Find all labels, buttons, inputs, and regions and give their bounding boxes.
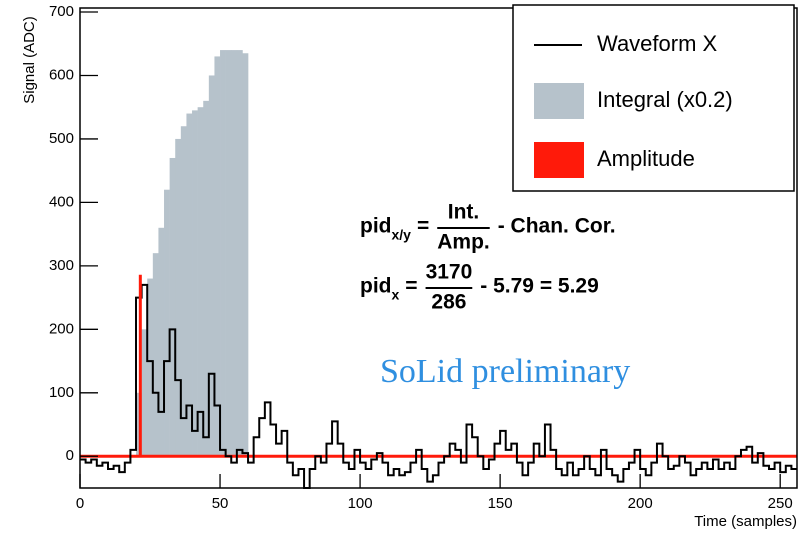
x-tick-label: 150 bbox=[488, 495, 513, 512]
legend-label: Integral (x0.2) bbox=[597, 87, 733, 112]
formula-den: 286 bbox=[431, 291, 466, 314]
integral-bar bbox=[225, 50, 232, 457]
integral-bar bbox=[242, 53, 249, 457]
integral-bar bbox=[203, 100, 210, 457]
integral-bar bbox=[197, 107, 204, 457]
x-axis-label: Time (samples) bbox=[694, 513, 797, 530]
waveform-line bbox=[80, 283, 797, 489]
formula-sub: x bbox=[392, 287, 400, 303]
y-tick-label: 0 bbox=[66, 447, 74, 464]
x-tick-label: 0 bbox=[76, 495, 84, 512]
integral-bar bbox=[180, 126, 187, 457]
x-tick-label: 50 bbox=[212, 495, 229, 512]
legend-swatch bbox=[534, 142, 584, 178]
integral-bar bbox=[208, 75, 215, 457]
formula-rest: - 5.79 = 5.29 bbox=[480, 275, 599, 298]
y-axis-label: Signal (ADC) bbox=[21, 16, 38, 104]
legend-swatch bbox=[534, 83, 584, 119]
x-tick-label: 100 bbox=[348, 495, 373, 512]
formula-num: Int. bbox=[448, 201, 480, 224]
formula-lhs: pid bbox=[360, 275, 392, 298]
integral-bar bbox=[147, 278, 154, 457]
formula-sub: x/y bbox=[392, 227, 412, 243]
formula-eq: = bbox=[405, 275, 417, 298]
integral-bar bbox=[236, 50, 243, 457]
y-tick-label: 100 bbox=[49, 384, 74, 401]
amplitude-bar bbox=[138, 274, 142, 457]
y-tick-label: 300 bbox=[49, 257, 74, 274]
y-tick-label: 400 bbox=[49, 193, 74, 210]
watermark: SoLid preliminary bbox=[380, 353, 630, 390]
integral-bar bbox=[175, 138, 182, 457]
formula-lhs: pid bbox=[360, 215, 392, 238]
integral-bar bbox=[186, 113, 193, 457]
x-tick-label: 200 bbox=[628, 495, 653, 512]
formula-rest: - Chan. Cor. bbox=[498, 215, 616, 238]
integral-bar bbox=[231, 50, 238, 457]
integral-bar bbox=[220, 50, 226, 457]
integral-bar bbox=[164, 189, 170, 457]
integral-bar bbox=[214, 56, 221, 457]
integral-bar bbox=[158, 227, 165, 457]
y-tick-label: 500 bbox=[49, 130, 74, 147]
plot-frame bbox=[79, 7, 798, 489]
legend-label: Waveform X bbox=[597, 31, 718, 56]
integral-bar bbox=[192, 110, 198, 457]
integral-bar bbox=[141, 329, 148, 457]
integral-bar bbox=[169, 157, 176, 457]
integral-bar bbox=[152, 253, 159, 457]
y-tick-label: 700 bbox=[49, 3, 74, 20]
y-tick-label: 600 bbox=[49, 66, 74, 83]
formula-eq: = bbox=[417, 215, 429, 238]
formula-den: Amp. bbox=[437, 231, 490, 254]
formula-num: 3170 bbox=[426, 261, 473, 284]
legend-label: Amplitude bbox=[597, 146, 695, 171]
y-tick-label: 200 bbox=[49, 320, 74, 337]
x-tick-label: 250 bbox=[768, 495, 793, 512]
